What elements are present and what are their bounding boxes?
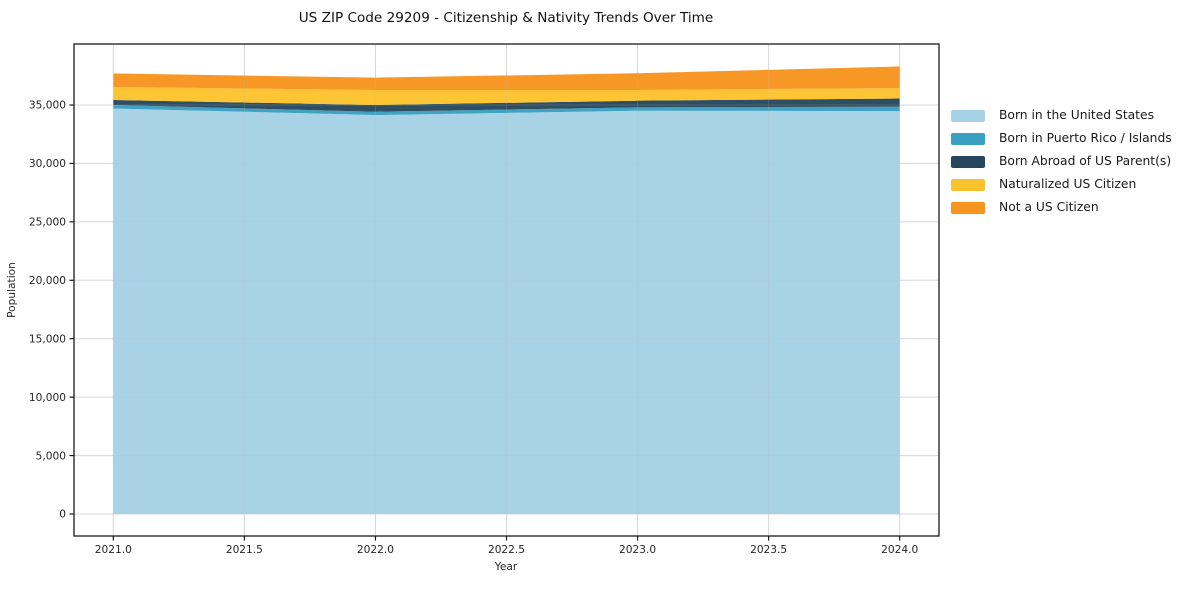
legend-item-born-abroad-of-us-parent-s: Born Abroad of US Parent(s) [951,150,1172,173]
tick-labels: 2021.0 2021.5 2022.0 2022.5 2023.0 2023.5 2024… [29,100,919,556]
y-tick-label: 25,000 [29,217,66,229]
legend: Born in the United States Born in Puerto … [951,104,1172,219]
stacked-areas [113,66,900,515]
legend-label: Not a US Citizen [999,200,1099,215]
legend-label: Born in Puerto Rico / Islands [999,131,1172,146]
area-born-abroad-of-us-parent-s [113,98,900,112]
area-born-in-puerto-rico-islands [113,105,900,116]
x-tick-label: 2022.5 [488,544,525,556]
area-naturalized-us-citizen [113,87,900,105]
legend-swatch-icon [951,132,985,145]
legend-swatch-icon [951,201,985,214]
legend-item-born-in-the-united-states: Born in the United States [951,104,1172,127]
legend-swatch-icon [951,178,985,191]
tick-marks [69,104,901,541]
x-tick-label: 2024.0 [881,544,918,556]
x-tick-label: 2021.5 [226,544,263,556]
area-not-a-us-citizen [113,66,900,90]
y-tick-label: 30,000 [29,158,66,170]
legend-swatch-icon [951,109,985,122]
legend-item-born-in-puerto-rico-islands: Born in Puerto Rico / Islands [951,127,1172,150]
gridlines-overlay [74,44,939,536]
y-tick-label: 20,000 [29,275,66,287]
legend-item-not-a-us-citizen: Not a US Citizen [951,196,1172,219]
x-tick-label: 2023.0 [619,544,656,556]
y-tick-label: 15,000 [29,333,66,345]
legend-label: Naturalized US Citizen [999,177,1137,192]
legend-label: Born in the United States [999,108,1154,123]
y-tick-label: 10,000 [29,392,66,404]
y-tick-label: 35,000 [29,100,66,112]
y-tick-label: 0 [59,509,66,521]
x-tick-label: 2021.0 [95,544,132,556]
legend-item-naturalized-us-citizen: Naturalized US Citizen [951,173,1172,196]
y-tick-label: 5,000 [36,450,67,462]
y-axis-label: Population [6,262,18,318]
legend-swatch-icon [951,155,985,168]
legend-label: Born Abroad of US Parent(s) [999,154,1172,169]
area-born-in-the-united-states [113,108,900,515]
x-tick-label: 2023.5 [750,544,787,556]
x-tick-label: 2022.0 [357,544,394,556]
x-axis-label: Year [494,561,518,573]
chart-title: US ZIP Code 29209 - Citizenship & Nativi… [299,10,714,26]
